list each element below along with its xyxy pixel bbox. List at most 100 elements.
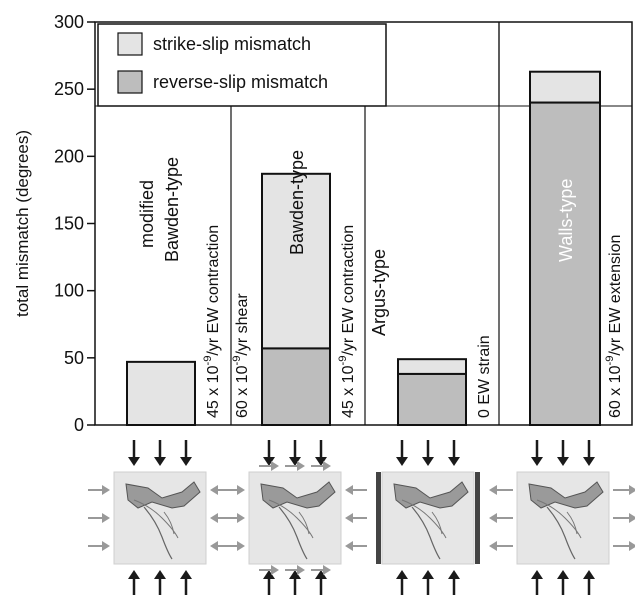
arrow-top-head — [583, 457, 595, 466]
map-fault — [133, 499, 179, 539]
y-tick-label: 300 — [54, 12, 84, 32]
bar-strike-slip — [126, 360, 196, 427]
arrow-bottom-head — [422, 570, 434, 579]
bar-reverse-slip — [261, 347, 331, 426]
arrow-top-head — [180, 457, 192, 466]
arrow-bottom-head — [583, 570, 595, 579]
arrow-top-head — [531, 457, 543, 466]
map-schematic — [516, 471, 610, 565]
model-label-part: Walls-type — [556, 179, 576, 262]
arrow-left-head — [489, 513, 497, 523]
y-tick-label: 200 — [54, 146, 84, 166]
strain-label-part: 45 x 10 — [340, 365, 357, 418]
fixed-wall — [475, 472, 480, 564]
arrow-top-head — [396, 457, 408, 466]
arrow-left-head — [102, 513, 110, 523]
arrow-top-head — [557, 457, 569, 466]
map-fault — [401, 499, 447, 539]
strain-label-part: -9 — [202, 356, 214, 366]
model-label: Bawden-type — [162, 157, 182, 262]
map-fault — [431, 511, 443, 535]
shear-arrow-bottom-head — [271, 565, 279, 575]
strain-label-part: /yr EW contraction — [340, 225, 357, 356]
y-tick-label: 100 — [54, 281, 84, 301]
bar-reverse-slip — [397, 372, 467, 427]
arrow-bottom-head — [128, 570, 140, 579]
y-tick-label: 0 — [74, 415, 84, 435]
model-label-part: Argus-type — [369, 249, 389, 336]
arrow-bottom-head — [263, 570, 275, 579]
map-schematic — [248, 471, 342, 565]
shear-label-part: -9 — [231, 356, 243, 366]
arrow-left-head — [102, 541, 110, 551]
y-tick-label: 250 — [54, 79, 84, 99]
strain-label-part: -9 — [337, 356, 349, 366]
arrow-top-head — [128, 457, 140, 466]
strain-label: 0 EW strain — [476, 335, 493, 418]
model-label-part: Bawden-type — [287, 150, 307, 255]
arrow-left-head — [102, 485, 110, 495]
arrow-right-head — [210, 541, 218, 551]
model-label: modified — [137, 180, 157, 248]
arrow-left-head — [489, 485, 497, 495]
arrow-top-head — [289, 457, 301, 466]
arrow-top-head — [263, 457, 275, 466]
y-tick-label: 50 — [64, 348, 84, 368]
shear-label-part: 60 x 10 — [234, 365, 251, 418]
map-schematic — [381, 471, 475, 565]
strain-label: 60 x 10-9/yr EW extension — [604, 235, 624, 418]
arrow-top-head — [422, 457, 434, 466]
shear-arrow-bottom-head — [297, 565, 305, 575]
arrow-right-head — [210, 513, 218, 523]
map-fault — [546, 506, 576, 560]
arrow-bottom-head — [396, 570, 408, 579]
legend-box — [97, 23, 387, 107]
map-relief — [528, 481, 604, 509]
strain-label-part: 0 EW strain — [476, 335, 493, 418]
map-relief — [260, 481, 336, 509]
shear-label: 60 x 10-9/yr shear — [231, 293, 251, 418]
y-axis-label: total mismatch (degrees) — [13, 130, 32, 317]
arrow-right-head — [345, 541, 353, 551]
arrow-bottom-head — [557, 570, 569, 579]
model-label: Bawden-type — [287, 150, 307, 255]
map-relief — [125, 481, 201, 509]
shear-arrow-bottom-head — [323, 565, 331, 575]
arrow-left-head — [489, 541, 497, 551]
shear-arrow-top-head — [271, 461, 279, 471]
arrow-bottom-head — [289, 570, 301, 579]
legend: strike-slip mismatch reverse-slip mismatc… — [97, 23, 387, 107]
bar-reverse-slip — [529, 101, 601, 426]
arrow-top-head — [448, 457, 460, 466]
arrow-right-head — [629, 513, 635, 523]
shear-arrow-top-head — [297, 461, 305, 471]
arrow-right-head — [629, 485, 635, 495]
strain-label-part: 60 x 10 — [607, 365, 624, 418]
arrow-right-head — [345, 485, 353, 495]
map-fault — [163, 511, 175, 535]
arrow-top-head — [154, 457, 166, 466]
arrow-bottom-head — [315, 570, 327, 579]
model-label-part: modified — [137, 180, 157, 248]
arrow-left-head — [237, 541, 245, 551]
strain-label-part: /yr EW contraction — [205, 225, 222, 356]
fixed-wall — [376, 472, 381, 564]
arrow-left-head — [237, 513, 245, 523]
legend-label: strike-slip mismatch — [153, 34, 311, 54]
plot-frame — [94, 21, 633, 426]
bar-strike-slip — [397, 358, 467, 375]
map-fault — [278, 506, 308, 560]
map-fault — [536, 499, 582, 539]
map-fault — [268, 499, 314, 539]
arrow-bottom-head — [531, 570, 543, 579]
map-relief — [393, 481, 469, 509]
strain-label-part: /yr EW extension — [607, 235, 624, 356]
arrow-right-head — [210, 485, 218, 495]
legend-label: reverse-slip mismatch — [153, 72, 328, 92]
strain-label-part: 45 x 10 — [205, 365, 222, 418]
arrow-right-head — [629, 541, 635, 551]
legend-swatch — [117, 32, 143, 56]
shear-arrow-top-head — [323, 461, 331, 471]
